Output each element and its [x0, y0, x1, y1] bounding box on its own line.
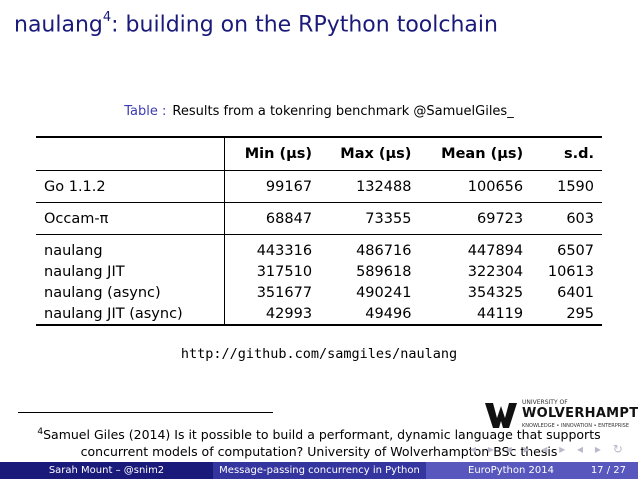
header-min: Min (μs) [224, 136, 321, 171]
github-link[interactable]: http://github.com/samgiles/naulang [180, 346, 458, 362]
cell-min: 99167 [224, 170, 321, 203]
results-table: Min (μs) Max (μs) Mean (μs) s.d. Go 1.1.… [36, 136, 602, 326]
cell-sd: 1590 [531, 170, 602, 203]
cell-mean: 322304 [467, 263, 524, 280]
cell-mean: 69723 [419, 202, 532, 235]
row-name: Occam-π [36, 202, 225, 235]
table-row: naulang 443316 486716 447894 6507 [36, 234, 602, 261]
header-max: Max (μs) [320, 136, 420, 171]
logo-line-1: UNIVERSITY OF [522, 399, 568, 406]
footnote-mark: 4 [37, 427, 44, 437]
cell-mean: 100656 [419, 170, 532, 203]
table-row: naulang JIT 317510 589618 322304 10613 [36, 261, 602, 282]
cell-max: 486716 [320, 234, 420, 261]
logo-line-2: WOLVERHAMPTON [522, 406, 638, 421]
table-caption-text: Results from a tokenring benchmark @Samu… [172, 104, 514, 119]
cell-max: 73355 [320, 202, 420, 235]
slide-title: naulang4: building on the RPython toolch… [14, 10, 498, 38]
cell-min: 42993 [224, 303, 321, 326]
table-caption-label: Table : [124, 104, 167, 119]
logo-line-3: KNOWLEDGE • INNOVATION • ENTERPRISE [522, 423, 630, 429]
cell-max: 132488 [320, 170, 420, 203]
footer-event: EuroPython 2014 17 / 27 [426, 462, 638, 479]
university-logo: UNIVERSITY OF WOLVERHAMPTON KNOWLEDGE • … [484, 398, 638, 432]
cell-min: 68847 [224, 202, 321, 235]
cell-max: 49496 [320, 303, 420, 326]
footer-author: Sarah Mount – @snim2 [0, 462, 213, 479]
footnote-text: Samuel Giles (2014) Is it possible to bu… [43, 427, 601, 460]
title-rest: : building on the RPython toolchain [111, 12, 498, 38]
title-main: naulang [14, 12, 103, 38]
cell-sd: 603 [531, 202, 602, 235]
footer-page-number: 17 / 27 [590, 465, 626, 476]
title-footnote-mark: 4 [102, 10, 112, 25]
cell-mean: 447894 [419, 234, 532, 261]
table-row: naulang JIT (async) 42993 49496 44119 29… [36, 303, 602, 326]
row-name: naulang JIT (async) [36, 303, 225, 326]
footer-event-name: EuroPython 2014 [468, 465, 554, 476]
cell-sd: 6507 [531, 234, 602, 261]
table-row: naulang (async) 351677 490241 354325 640… [36, 282, 602, 303]
header-corner [36, 136, 225, 171]
footnote: 4Samuel Giles (2014) Is it possible to b… [14, 424, 624, 460]
table-header-row: Min (μs) Max (μs) Mean (μs) s.d. [36, 136, 602, 171]
table-row: Go 1.1.2 99167 132488 100656 1590 [36, 170, 602, 203]
row-name: Go 1.1.2 [36, 170, 225, 203]
footer-talk-title: Message-passing concurrency in Python [213, 462, 426, 479]
cell-max: 490241 [356, 284, 412, 301]
row-name: naulang (async) [36, 282, 225, 303]
header-sd: s.d. [531, 136, 602, 171]
cell-max: 589618 [356, 263, 412, 280]
cell-sd: 6401 [557, 284, 594, 301]
cell-min: 351677 [256, 284, 313, 301]
cell-min: 443316 [224, 234, 321, 261]
footnote-rule [18, 412, 273, 413]
cell-sd: 295 [531, 303, 602, 326]
row-name: naulang [36, 234, 225, 261]
table-row: Occam-π 68847 73355 69723 603 [36, 202, 602, 235]
cell-sd: 10613 [547, 263, 594, 280]
header-mean: Mean (μs) [419, 136, 532, 171]
cell-min: 317510 [256, 263, 313, 280]
cell-mean: 44119 [419, 303, 532, 326]
row-name: naulang JIT [36, 261, 225, 282]
table-caption: Table : Results from a tokenring benchmar… [0, 104, 638, 119]
cell-mean: 354325 [467, 284, 524, 301]
beamer-navigation[interactable]: ◂ ▸ ◂ ▸ ◂ ▸ ◂ ▸ ↻ [470, 442, 627, 456]
footer-bar: Sarah Mount – @snim2 Message-passing con… [0, 462, 638, 479]
crest-icon [485, 403, 517, 428]
